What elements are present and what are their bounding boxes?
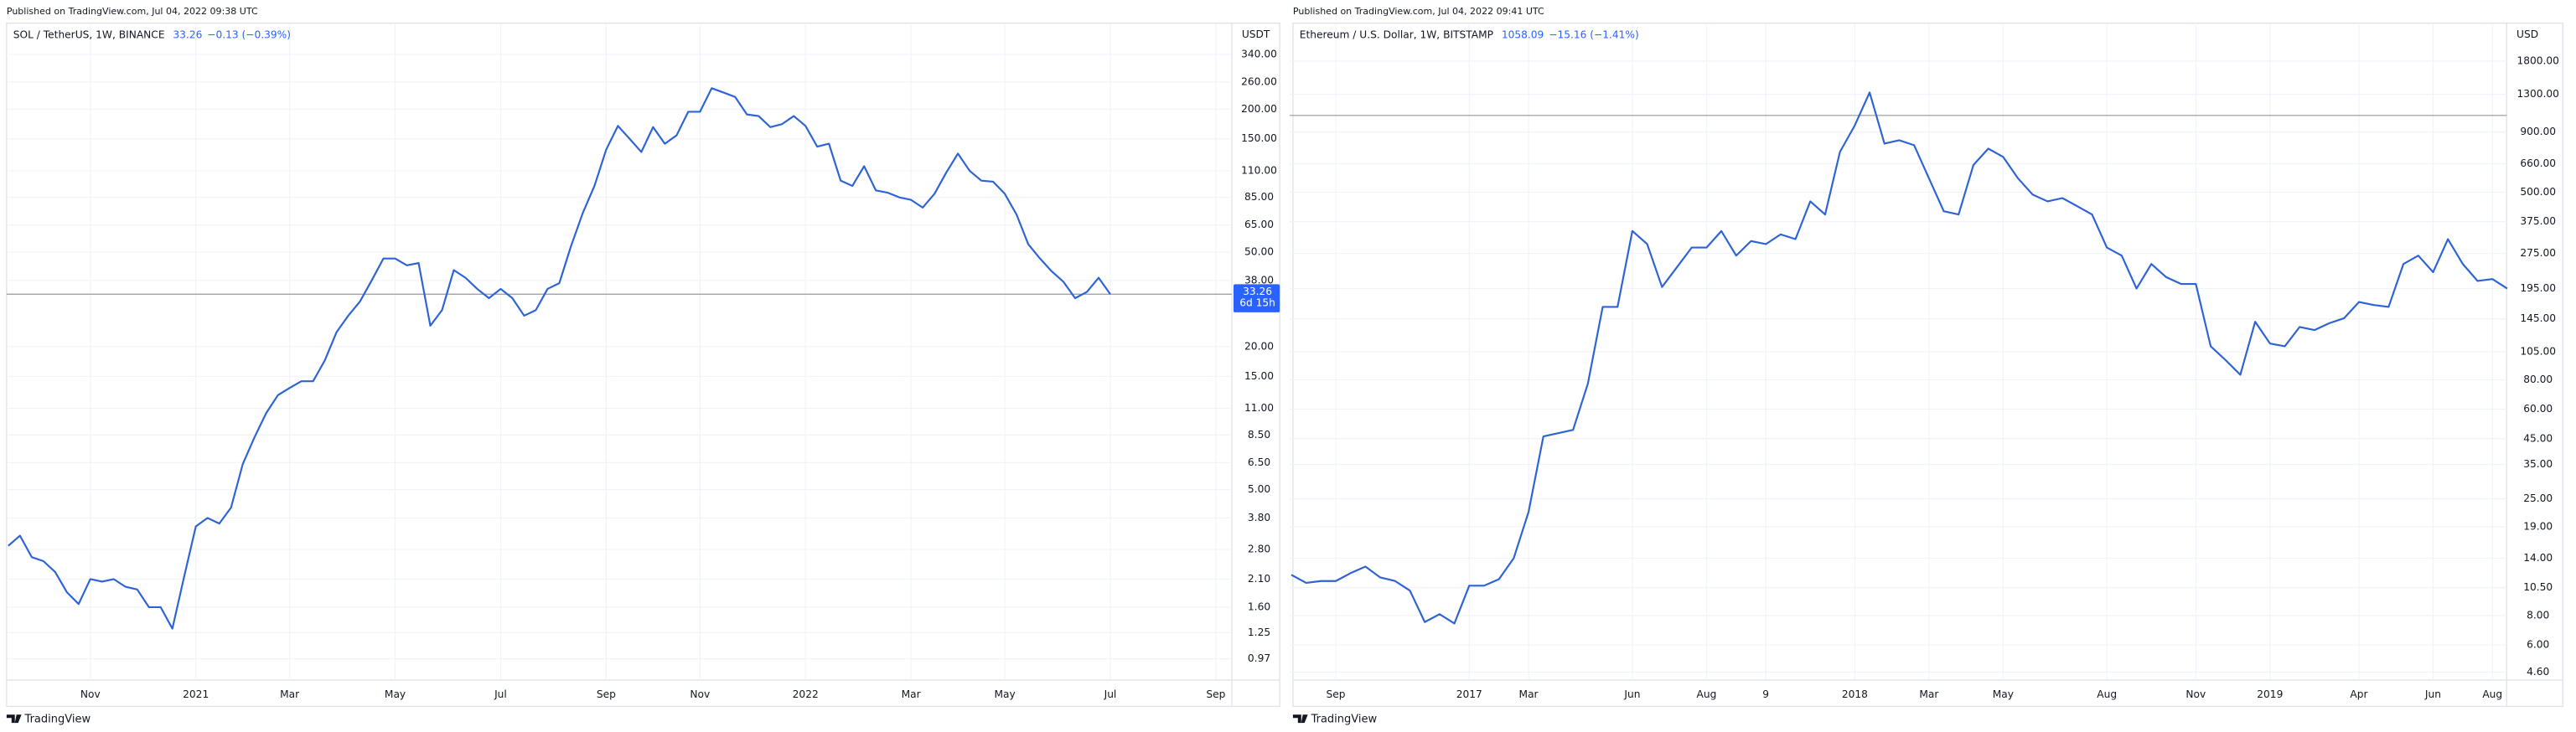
x-tick-label: 2017 [1456,688,1482,700]
x-tick-label: May [994,688,1015,700]
y-tick-label: 8.00 [2527,609,2549,621]
price-line [8,87,1111,630]
y-tick-label: 1300.00 [2517,88,2558,100]
y-tick-label: 80.00 [2523,374,2553,385]
y-tick-label: 500.00 [2520,186,2556,198]
last-price-box [1233,284,1280,312]
y-tick-label: 660.00 [2520,157,2556,169]
y-tick-label: 1.60 [1248,601,1270,612]
y-tick-label: 375.00 [2520,215,2556,227]
published-note: Published on TradingView.com, Jul 04, 20… [7,6,258,17]
symbol-name: SOL / TetherUS, 1W, BINANCE [13,28,165,40]
y-tick-label: 25.00 [2523,492,2553,504]
x-tick-label: May [1993,688,2014,700]
y-tick-label: 35.00 [2523,458,2553,470]
y-tick-label: 145.00 [2520,312,2556,324]
x-tick-label: Apr [2350,688,2368,700]
y-tick-label: 195.00 [2520,282,2556,294]
panel-frame [1292,22,2563,708]
x-tick-label: Mar [1919,688,1939,700]
y-tick-label: 65.00 [1244,219,1274,230]
symbol-name: Ethereum / U.S. Dollar, 1W, BITSTAMP [1300,28,1493,40]
y-tick-label: 10.50 [2523,581,2553,593]
y-tick-label: 110.00 [1241,164,1277,176]
y-tick-label: 2.80 [1248,544,1270,555]
price-change: −0.13 (−0.39%) [207,28,291,40]
price-change: −15.16 (−1.41%) [1549,28,1639,40]
y-tick-label: 15.00 [1244,370,1274,382]
x-tick-label: Sep [1327,688,1346,700]
y-tick-label: 4.60 [2527,666,2549,678]
x-tick-label: Mar [902,688,922,700]
y-tick-label: 150.00 [1241,132,1277,144]
y-tick-label: 6.00 [2527,639,2549,651]
x-tick-label: 2021 [183,688,209,700]
y-tick-label: 38.00 [1244,274,1274,286]
x-tick-label: Jul [1104,688,1117,700]
countdown-label: 6d 15h [1239,297,1275,309]
y-tick-label: 5.00 [1248,483,1270,495]
panel-frame [6,22,1280,708]
y-tick-label: 2.10 [1248,573,1270,585]
x-tick-label: Aug [2097,688,2117,700]
x-tick-label: Mar [1519,688,1539,700]
y-tick-label: 60.00 [2523,403,2553,415]
x-tick-label: 2019 [2257,688,2283,700]
y-tick-label: 11.00 [1244,402,1274,414]
x-tick-label: 2022 [793,688,819,700]
y-tick-label: 45.00 [2523,432,2553,444]
y-tick-label: 6.50 [1248,456,1270,468]
y-tick-label: 1.25 [1248,626,1270,638]
brand-name: TradingView [1311,714,1378,726]
y-tick-label: 1800.00 [2517,54,2558,66]
y-tick-label: 19.00 [2523,521,2553,533]
symbol-header: Ethereum / U.S. Dollar, 1W, BITSTAMP 1058… [1300,28,1639,40]
y-tick-label: 260.00 [1241,75,1277,87]
y-tick-label: 8.50 [1248,429,1270,441]
brand-logo [6,714,22,724]
x-tick-label: Aug [1696,688,1716,700]
y-tick-label: 14.00 [2523,552,2553,564]
x-tick-label: 9 [1762,688,1769,700]
x-tick-label: May [385,688,406,700]
brand-logo [1292,714,1308,724]
x-tick-label: Sep [597,688,616,700]
y-tick-label: 105.00 [2520,346,2556,358]
last-price: 1058.09 [1502,28,1544,40]
last-price: 33.26 [173,28,202,40]
brand-name: TradingView [24,714,91,726]
y-tick-label: 340.00 [1241,48,1277,59]
y-tick-label: 50.00 [1244,246,1274,258]
y-tick-label: 275.00 [2520,247,2556,259]
last-price-label: 33.26 [1243,286,1272,297]
x-tick-label: Nov [2185,688,2206,700]
x-tick-label: Aug [2482,688,2502,700]
x-tick-label: Mar [280,688,300,700]
published-note: Published on TradingView.com, Jul 04, 20… [1293,6,1544,17]
y-tick-label: 0.97 [1248,652,1270,664]
x-tick-label: Jul [494,688,507,700]
currency-label: USDT [1242,28,1270,40]
y-tick-label: 200.00 [1241,103,1277,115]
x-tick-label: Sep [1206,688,1225,700]
symbol-header: SOL / TetherUS, 1W, BINANCE 33.26 −0.13 (−… [13,28,291,40]
x-tick-label: Jun [2424,688,2441,700]
currency-label: USD [2517,28,2538,40]
y-tick-label: 20.00 [1244,340,1274,352]
price-line [1291,91,2508,625]
x-tick-label: Nov [690,688,710,700]
y-tick-label: 3.80 [1248,512,1270,523]
y-tick-label: 900.00 [2520,126,2556,137]
x-tick-label: Nov [80,688,101,700]
y-tick-label: 85.00 [1244,191,1274,203]
x-tick-label: 2018 [1842,688,1868,700]
x-tick-label: Jun [1623,688,1640,700]
